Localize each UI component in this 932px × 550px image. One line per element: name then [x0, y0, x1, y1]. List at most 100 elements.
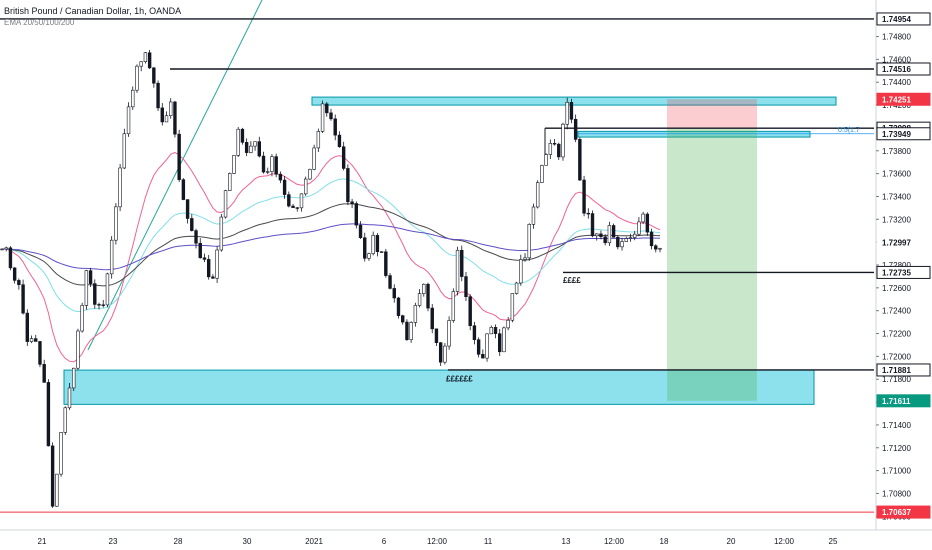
candle-body — [114, 206, 118, 241]
candle-body — [561, 123, 565, 158]
price-tag-label: 1.74516 — [882, 65, 911, 74]
candle-body — [624, 238, 628, 242]
candle-body — [464, 276, 468, 297]
time-tick-label: 23 — [109, 537, 118, 546]
time-tick-label: 21 — [38, 537, 47, 546]
candle-body — [632, 233, 637, 238]
candle-body — [548, 143, 553, 155]
price-tag-label: 1.73949 — [882, 130, 911, 139]
time-tick-label: 12:00 — [604, 537, 625, 546]
candle-body — [401, 315, 405, 323]
time-tick-label: 11 — [484, 537, 493, 546]
candle-body — [350, 201, 354, 204]
candle-body — [291, 205, 295, 208]
candle-body — [595, 233, 599, 237]
candle-body — [544, 154, 548, 166]
price-tick-label: 1.72200 — [882, 330, 911, 339]
price-tag-label: 1.71881 — [882, 366, 911, 375]
candle-body — [303, 178, 308, 195]
candle-body — [126, 106, 131, 135]
candle-body — [316, 131, 321, 149]
candle-body — [240, 128, 245, 143]
candle-body — [341, 146, 346, 169]
candle-body — [552, 143, 557, 145]
candle-body — [333, 118, 337, 136]
candle-body — [346, 168, 350, 203]
price-tick-label: 1.74800 — [882, 33, 911, 42]
candle-body — [438, 342, 443, 363]
price-tick-label: 1.71400 — [882, 421, 911, 430]
candle-body — [190, 218, 194, 231]
candle-body — [312, 147, 316, 170]
price-tag-box — [876, 235, 931, 249]
candle-body — [152, 67, 156, 84]
candle-body — [354, 203, 359, 226]
candle-body — [223, 190, 228, 218]
candle-body — [320, 103, 325, 132]
candle-body — [514, 282, 519, 294]
candle-body — [185, 199, 190, 219]
price-tick-label: 1.72000 — [882, 352, 911, 361]
time-tick-label: 25 — [829, 537, 838, 546]
candle-body — [147, 52, 152, 69]
candle-body — [557, 143, 561, 158]
annotation-text: ££££££ — [446, 374, 473, 383]
supply-zone-upper — [311, 96, 837, 106]
candle-body — [586, 212, 590, 215]
candle-body — [249, 145, 253, 153]
demand-zone — [63, 369, 815, 405]
candle-body — [645, 213, 650, 233]
time-tick-label: 28 — [174, 537, 183, 546]
candle-body — [173, 101, 177, 135]
time-tick-label: 30 — [243, 537, 252, 546]
candle-body — [17, 280, 21, 286]
candle-body — [42, 364, 46, 383]
candle-body — [620, 241, 624, 248]
price-tag-box — [876, 394, 931, 408]
price-tick-label: 1.70800 — [882, 489, 911, 498]
price-tick-label: 1.72400 — [882, 307, 911, 316]
price-tick-label: 1.73600 — [882, 170, 911, 179]
take-profit-zone — [667, 128, 757, 401]
candle-body — [409, 322, 413, 340]
candle-body — [46, 382, 51, 447]
time-tick-label: 2021 — [305, 537, 323, 546]
candle-body — [430, 307, 434, 330]
candle-body — [287, 194, 291, 207]
candle-body — [59, 432, 63, 475]
time-tick-label: 20 — [727, 537, 736, 546]
candle-body — [540, 165, 544, 183]
candle-body — [228, 173, 232, 191]
candle-body — [434, 328, 439, 343]
candle-body — [417, 293, 422, 306]
candle-body — [206, 259, 211, 278]
candle-body — [88, 270, 93, 284]
candle-body — [164, 115, 169, 123]
price-tag-box — [876, 127, 931, 141]
stop-loss-zone — [667, 99, 757, 129]
candle-body — [131, 89, 135, 108]
candle-body — [97, 304, 101, 306]
candle-body — [270, 156, 274, 172]
candle-body — [253, 141, 257, 147]
candle-body — [468, 296, 472, 327]
price-tick-label: 1.73400 — [882, 192, 911, 201]
candle-body — [489, 327, 493, 335]
candle-body — [506, 319, 510, 329]
candle-body — [232, 155, 236, 174]
candle-body — [72, 367, 76, 389]
candle-body — [358, 224, 363, 239]
candle-body — [118, 167, 122, 208]
candle-body — [211, 276, 215, 279]
candle-body — [50, 445, 55, 507]
candle-body — [628, 237, 633, 239]
candle-body — [34, 338, 38, 342]
candle-body — [481, 353, 485, 359]
candle-body — [101, 304, 105, 306]
candle-body — [616, 236, 620, 248]
price-tag-label: 1.72997 — [882, 238, 911, 247]
candle-body — [194, 230, 198, 244]
price-tag-box — [876, 363, 931, 377]
time-tick-label: 13 — [562, 537, 571, 546]
